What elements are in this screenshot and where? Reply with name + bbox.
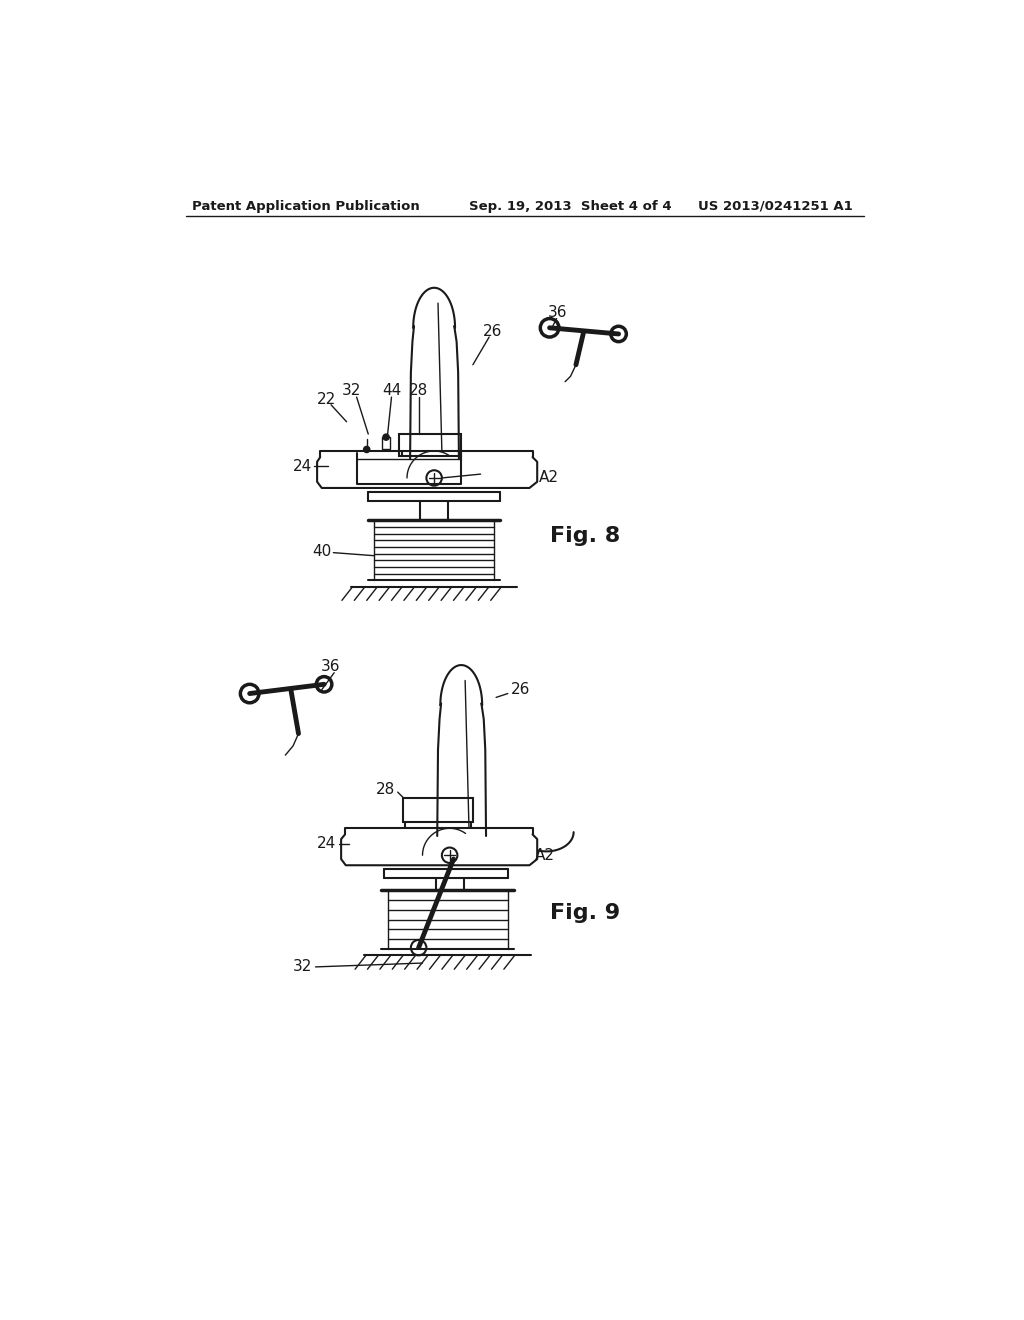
Text: 26: 26 — [511, 682, 530, 697]
Circle shape — [411, 940, 426, 956]
Text: US 2013/0241251 A1: US 2013/0241251 A1 — [697, 199, 852, 213]
Text: 24: 24 — [293, 459, 311, 474]
Text: A2: A2 — [535, 847, 555, 863]
Text: 24: 24 — [316, 836, 336, 851]
Text: 22: 22 — [316, 392, 336, 407]
Bar — [399, 434, 461, 455]
Text: A2: A2 — [539, 470, 559, 486]
Text: 28: 28 — [409, 383, 428, 399]
Bar — [382, 437, 390, 450]
Text: 32: 32 — [342, 383, 360, 399]
Text: Sep. 19, 2013  Sheet 4 of 4: Sep. 19, 2013 Sheet 4 of 4 — [469, 199, 672, 213]
Text: 36: 36 — [322, 659, 341, 675]
Bar — [403, 797, 473, 822]
Circle shape — [241, 684, 259, 702]
Text: Fig. 8: Fig. 8 — [550, 525, 621, 545]
Text: 40: 40 — [311, 544, 331, 558]
Text: 26: 26 — [482, 325, 502, 339]
Circle shape — [611, 326, 627, 342]
Circle shape — [541, 318, 559, 337]
Text: Fig. 9: Fig. 9 — [550, 903, 621, 923]
Circle shape — [383, 434, 389, 441]
Text: Patent Application Publication: Patent Application Publication — [191, 199, 419, 213]
Text: 44: 44 — [382, 383, 401, 399]
Text: 28: 28 — [376, 783, 395, 797]
Text: 36: 36 — [548, 305, 567, 319]
Circle shape — [316, 677, 332, 692]
Text: 32: 32 — [293, 960, 312, 974]
Circle shape — [364, 446, 370, 453]
